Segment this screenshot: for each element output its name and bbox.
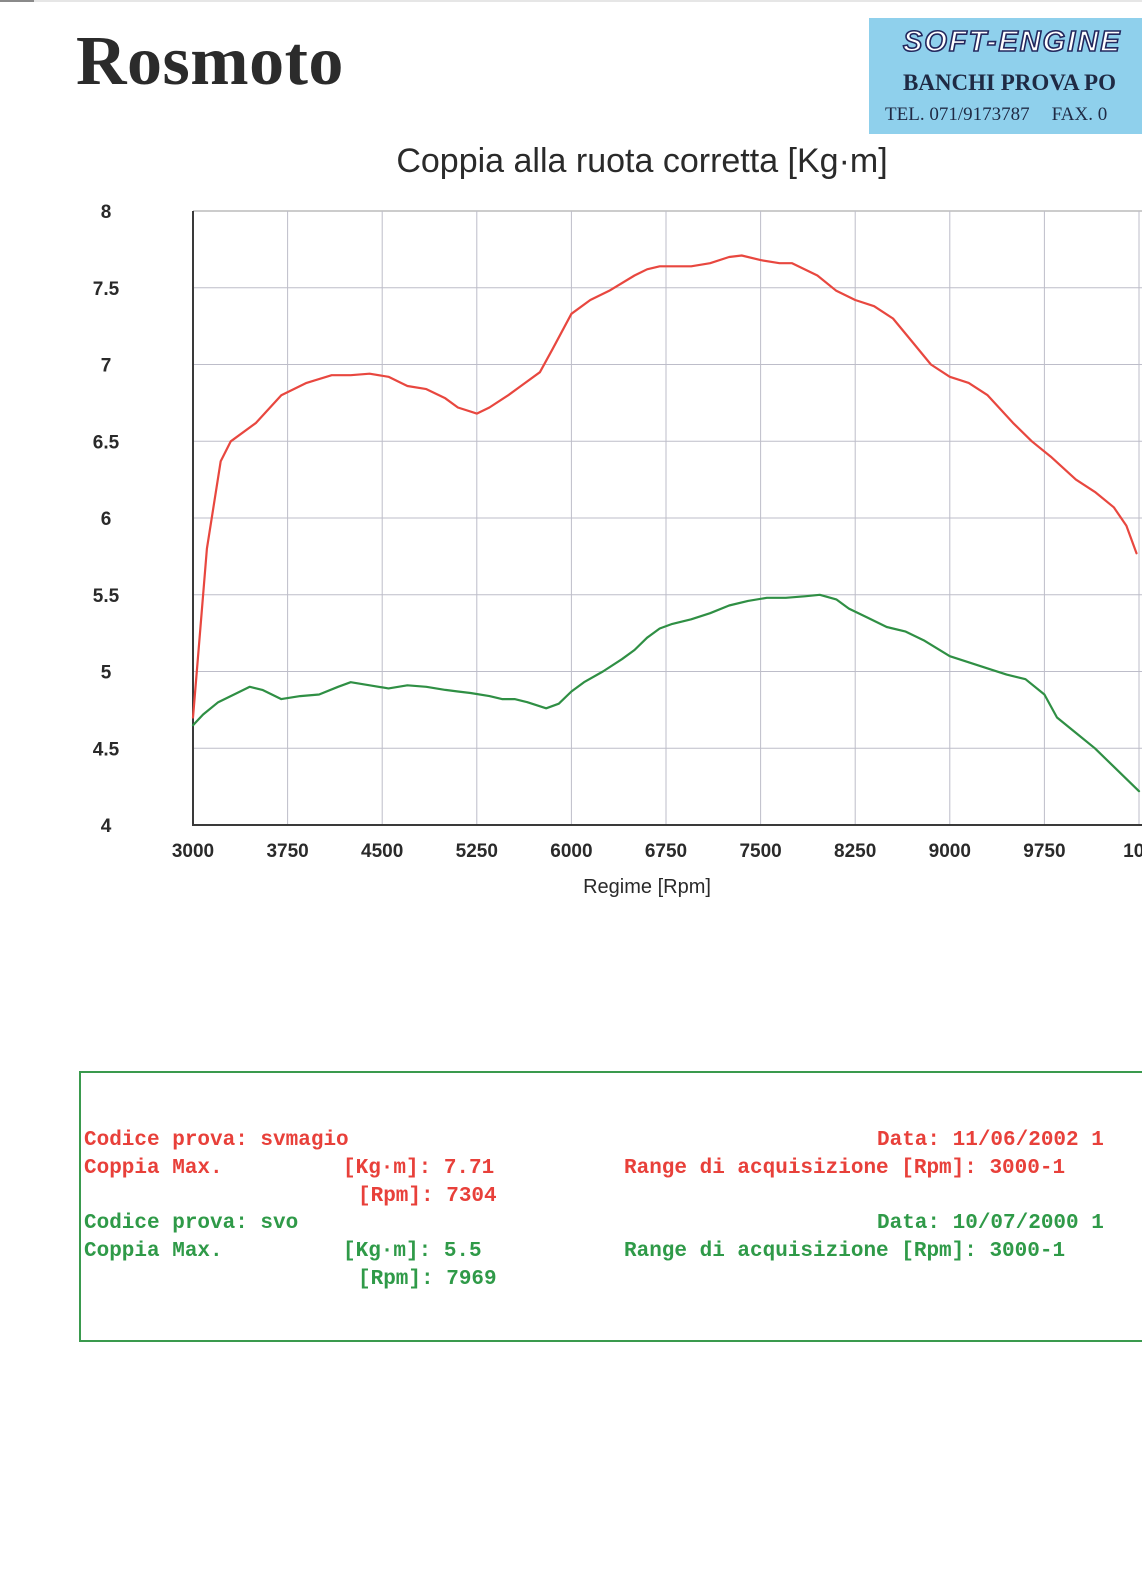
x-axis-label: Regime [Rpm]: [583, 876, 711, 898]
x-tick-label: 4500: [361, 841, 403, 862]
x-tick-label: 9750: [1023, 841, 1065, 862]
torque-chart: Coppia alla ruota corretta [Kg·m] 8 7.5 7 6…: [93, 142, 1142, 898]
chart-axes: [192, 211, 1142, 826]
x-tick-label: 8250: [834, 841, 876, 862]
top-rule: [0, 0, 1142, 2]
stamp-tel: TEL. 071/9173787: [885, 104, 1030, 125]
test-info-box: [79, 1071, 1142, 1342]
red-codice-prova: Codice prova: svmagio: [84, 1129, 349, 1152]
chart-series: [191, 254, 1141, 793]
green-coppia-kgm: [Kg·m]: 5.5: [343, 1240, 482, 1263]
y-tick-label: 4.5: [93, 739, 120, 760]
x-tick-label: 6000: [550, 841, 592, 862]
red-data: Data: 11/06/2002 1: [877, 1129, 1104, 1152]
green-coppia-max-label: Coppia Max.: [84, 1240, 223, 1263]
y-tick-label: 6.5: [93, 432, 120, 453]
green-range: Range di acquisizione [Rpm]: 3000-1: [624, 1240, 1066, 1263]
chart-title: Coppia alla ruota corretta [Kg·m]: [396, 142, 887, 180]
x-tick-label: 6750: [645, 841, 687, 862]
soft-engine-stamp: SOFT-ENGINE BANCHI PROVA PO TEL. 071/917…: [869, 18, 1142, 134]
y-tick-label: 7.5: [93, 279, 120, 300]
y-tick-label: 5.5: [93, 586, 120, 607]
green-codice-prova: Codice prova: svo: [84, 1212, 299, 1235]
green-coppia-rpm: [Rpm]: 7969: [358, 1268, 497, 1291]
green-data: Data: 10/07/2000 1: [877, 1212, 1104, 1235]
x-tick-label: 3750: [266, 841, 308, 862]
y-tick-label: 8: [101, 202, 112, 223]
red-coppia-rpm: [Rpm]: 7304: [358, 1185, 497, 1208]
red-range: Range di acquisizione [Rpm]: 3000-1: [624, 1157, 1066, 1180]
red-coppia-kgm: [Kg·m]: 7.71: [343, 1157, 495, 1180]
series-line-green: [191, 593, 1141, 793]
stamp-fax: FAX. 0: [1051, 104, 1108, 125]
soft-engine-logo: SOFT-ENGINE: [902, 25, 1122, 59]
series-line-red: [191, 254, 1138, 719]
y-tick-label: 7: [101, 356, 112, 377]
y-tick-label: 5: [101, 663, 112, 684]
stamp-line-banchi: BANCHI PROVA PO: [903, 70, 1116, 95]
chart-tick-labels: 8 7.5 7 6.5 6 5.5 5 4.5 4 3000 3750 4500 5250 6000 675…: [93, 202, 1142, 862]
stamp-line-contacts: TEL. 071/9173787 FAX. 0: [885, 104, 1107, 126]
x-tick-label: 5250: [456, 841, 498, 862]
top-rule-mark: [0, 0, 34, 2]
x-tick-label: 3000: [172, 841, 214, 862]
red-coppia-max-label: Coppia Max.: [84, 1157, 223, 1180]
x-tick-label: 7500: [739, 841, 781, 862]
x-tick-label: 9000: [929, 841, 971, 862]
brand-title: Rosmoto: [76, 23, 344, 100]
x-tick-label: 105: [1123, 841, 1142, 862]
y-tick-label: 4: [101, 816, 112, 837]
chart-grid: [193, 210, 1142, 825]
y-tick-label: 6: [101, 509, 112, 530]
